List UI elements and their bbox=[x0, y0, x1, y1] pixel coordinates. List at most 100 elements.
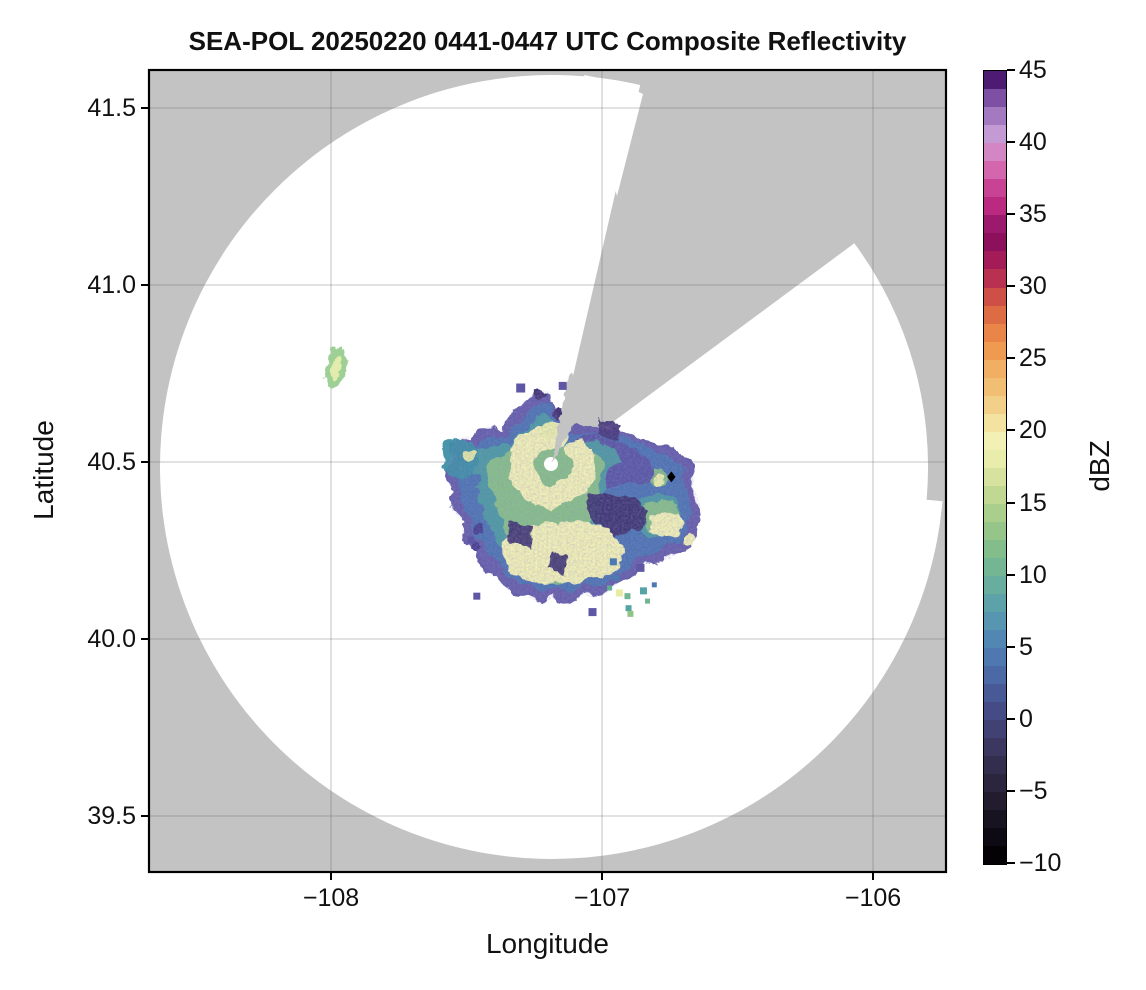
colorbar-band bbox=[984, 557, 1006, 576]
colorbar-tick-mark bbox=[1006, 141, 1015, 144]
colorbar-tick-label: 15 bbox=[1019, 488, 1047, 517]
colorbar-tick-mark bbox=[1006, 862, 1015, 864]
small-echo-nw bbox=[325, 346, 347, 388]
colorbar-band bbox=[984, 647, 1006, 666]
colorbar-tick-label: −10 bbox=[1019, 849, 1062, 877]
colorbar-band bbox=[984, 215, 1006, 234]
colorbar-tick-label: 40 bbox=[1019, 128, 1047, 157]
y-tick-label: 40.5 bbox=[87, 448, 136, 476]
colorbar-tick-mark bbox=[1006, 645, 1015, 648]
colorbar-band bbox=[984, 701, 1006, 720]
colorbar-tick-mark bbox=[1006, 213, 1015, 216]
colorbar-band bbox=[984, 359, 1006, 378]
colorbar-band bbox=[984, 611, 1006, 630]
colorbar-band bbox=[984, 593, 1006, 612]
y-tick-label: 41.5 bbox=[87, 94, 136, 122]
colorbar-band bbox=[984, 89, 1006, 108]
colorbar-tick-label: 5 bbox=[1019, 632, 1033, 661]
echo-speck bbox=[558, 381, 567, 390]
colorbar-tick-label: 10 bbox=[1019, 560, 1047, 589]
colorbar-band bbox=[984, 503, 1006, 522]
colorbar bbox=[983, 70, 1007, 865]
echo-speck bbox=[639, 587, 647, 595]
echo-speck bbox=[607, 585, 613, 591]
small-echo-dot bbox=[330, 346, 338, 354]
colorbar-band bbox=[984, 467, 1006, 486]
plot-title: SEA-POL 20250220 0441-0447 UTC Composite… bbox=[188, 26, 907, 56]
colorbar-band bbox=[984, 125, 1006, 144]
colorbar-tick-label: 0 bbox=[1019, 704, 1033, 733]
colorbar-band bbox=[984, 341, 1006, 360]
y-tick-label: 39.5 bbox=[87, 802, 136, 830]
colorbar-band bbox=[984, 665, 1006, 684]
colorbar-tick-label: 30 bbox=[1019, 272, 1047, 301]
x-tick-label: −108 bbox=[302, 884, 360, 912]
colorbar-band bbox=[984, 179, 1006, 198]
colorbar-band bbox=[984, 161, 1006, 180]
colorbar-tick-mark bbox=[1006, 501, 1015, 504]
colorbar-band bbox=[984, 323, 1006, 342]
echo-speck bbox=[645, 598, 651, 604]
gridlines bbox=[149, 70, 946, 872]
colorbar-band bbox=[984, 485, 1006, 504]
colorbar-band bbox=[984, 827, 1006, 846]
colorbar-band bbox=[984, 377, 1006, 396]
colorbar-band bbox=[984, 269, 1006, 288]
colorbar-tick-mark bbox=[1006, 69, 1015, 71]
echo-speck bbox=[516, 383, 526, 393]
colorbar-band bbox=[984, 71, 1006, 90]
colorbar-band bbox=[984, 809, 1006, 828]
colorbar-tick-mark bbox=[1006, 429, 1015, 432]
colorbar-band bbox=[984, 845, 1006, 864]
x-tick-label: −107 bbox=[573, 884, 631, 912]
axes bbox=[141, 68, 948, 880]
site-marker-diamond bbox=[667, 471, 676, 483]
colorbar-band bbox=[984, 233, 1006, 252]
colorbar-tick-label: 20 bbox=[1019, 416, 1047, 445]
colorbar-band bbox=[984, 737, 1006, 756]
colorbar-band bbox=[984, 521, 1006, 540]
echo-speck bbox=[613, 575, 620, 582]
x-tick-label: −106 bbox=[844, 884, 902, 912]
colorbar-tick-mark bbox=[1006, 285, 1015, 288]
colorbar-band bbox=[984, 107, 1006, 126]
colorbar-band bbox=[984, 575, 1006, 594]
colorbar-band bbox=[984, 539, 1006, 558]
echo-speck bbox=[636, 563, 645, 572]
colorbar-band bbox=[984, 719, 1006, 738]
echo-speck bbox=[615, 589, 623, 597]
colorbar-band bbox=[984, 683, 1006, 702]
colorbar-band bbox=[984, 251, 1006, 270]
colorbar-band bbox=[984, 755, 1006, 774]
colorbar-tick-mark bbox=[1006, 573, 1015, 576]
echo-speck bbox=[609, 558, 617, 566]
colorbar-band bbox=[984, 791, 1006, 810]
echo-speck bbox=[625, 605, 632, 612]
colorbar-tick-mark bbox=[1006, 717, 1015, 720]
colorbar-band bbox=[984, 395, 1006, 414]
echo-speck bbox=[467, 536, 475, 544]
colorbar-tick-label: 35 bbox=[1019, 200, 1047, 229]
echo-speck bbox=[588, 608, 597, 617]
plot-border bbox=[147, 68, 948, 874]
colorbar-band bbox=[984, 143, 1006, 162]
colorbar-unit-label: dBZ bbox=[1084, 440, 1115, 492]
colorbar-tick-label: 45 bbox=[1019, 56, 1047, 84]
colorbar-band bbox=[984, 305, 1006, 324]
colorbar-band bbox=[984, 413, 1006, 432]
y-tick-label: 41.0 bbox=[87, 271, 136, 299]
colorbar-band bbox=[984, 449, 1006, 468]
echo-speck bbox=[473, 592, 481, 600]
no-data-wedge-tip bbox=[551, 374, 597, 463]
colorbar-band bbox=[984, 773, 1006, 792]
colorbar-tick-mark bbox=[1006, 789, 1015, 792]
echo-speck bbox=[651, 582, 657, 588]
radar-center-hole bbox=[544, 457, 558, 471]
colorbar-band bbox=[984, 287, 1006, 306]
colorbar-tick-label: 25 bbox=[1019, 344, 1047, 373]
point-features bbox=[467, 381, 676, 617]
echo-speck bbox=[627, 610, 634, 617]
colorbar-band bbox=[984, 431, 1006, 450]
